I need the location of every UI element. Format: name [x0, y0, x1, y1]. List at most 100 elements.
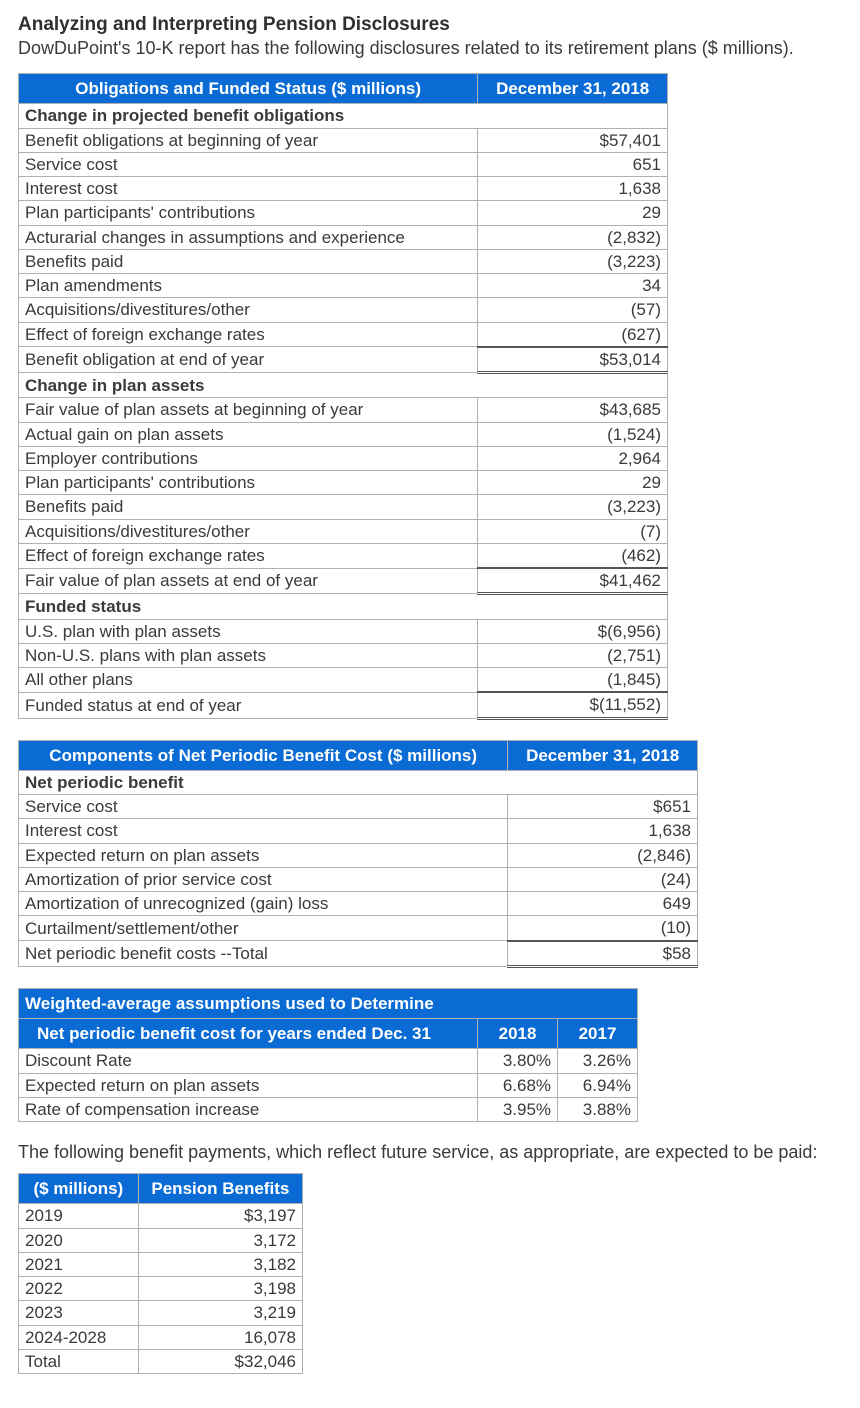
row-label: 2020	[19, 1228, 139, 1252]
row-value: 16,078	[138, 1325, 302, 1349]
table-row: 2022 3,198	[19, 1277, 303, 1301]
row-label: U.S. plan with plan assets	[19, 619, 478, 643]
note-text: The following benefit payments, which re…	[18, 1142, 842, 1163]
row-label: Acturarial changes in assumptions and ex…	[19, 225, 478, 249]
total-row: Net periodic benefit costs --Total $58	[19, 941, 698, 967]
row-value: 649	[508, 892, 698, 916]
row-value: $53,014	[478, 347, 668, 373]
row-value: (2,751)	[478, 643, 668, 667]
table-row: Acturarial changes in assumptions and ex…	[19, 225, 668, 249]
row-value: 1,638	[508, 819, 698, 843]
row-label: 2023	[19, 1301, 139, 1325]
section-header: Funded status	[19, 594, 668, 619]
row-value: $41,462	[478, 568, 668, 594]
row-value-2018: 3.80%	[478, 1049, 558, 1073]
table-row: 2019 $3,197	[19, 1204, 303, 1228]
table-row: Benefits paid (3,223)	[19, 495, 668, 519]
row-value: 651	[478, 152, 668, 176]
table-obligations-funded-status: Obligations and Funded Status ($ million…	[18, 73, 668, 720]
table-row: Acquisitions/divestitures/other (7)	[19, 519, 668, 543]
row-label: Amortization of prior service cost	[19, 867, 508, 891]
row-value-2017: 3.88%	[558, 1097, 638, 1121]
table-row: Fair value of plan assets at beginning o…	[19, 398, 668, 422]
row-value-2017: 3.26%	[558, 1049, 638, 1073]
table-header-row: ($ millions) Pension Benefits	[19, 1174, 303, 1204]
row-value: $(11,552)	[478, 692, 668, 718]
row-value: $57,401	[478, 128, 668, 152]
row-value: (7)	[478, 519, 668, 543]
header-cell: Obligations and Funded Status ($ million…	[19, 74, 478, 104]
row-value: (1,524)	[478, 422, 668, 446]
table-net-periodic-benefit-cost: Components of Net Periodic Benefit Cost …	[18, 740, 698, 968]
row-label: Benefits paid	[19, 495, 478, 519]
row-value: $(6,956)	[478, 619, 668, 643]
header-cell: Weighted-average assumptions used to Det…	[19, 988, 638, 1018]
row-label: Service cost	[19, 795, 508, 819]
table-row: Benefit obligations at beginning of year…	[19, 128, 668, 152]
row-value-2018: 6.68%	[478, 1073, 558, 1097]
row-label: Amortization of unrecognized (gain) loss	[19, 892, 508, 916]
table-row: Acquisitions/divestitures/other (57)	[19, 298, 668, 322]
row-label: Plan amendments	[19, 274, 478, 298]
header-cell: Components of Net Periodic Benefit Cost …	[19, 740, 508, 770]
row-label: Actual gain on plan assets	[19, 422, 478, 446]
table-row: Curtailment/settlement/other (10)	[19, 916, 698, 941]
section-header: Change in projected benefit obligations	[19, 104, 668, 128]
table-row: Discount Rate 3.80% 3.26%	[19, 1049, 638, 1073]
row-value-2018: 3.95%	[478, 1097, 558, 1121]
row-value-2017: 6.94%	[558, 1073, 638, 1097]
row-value: 29	[478, 201, 668, 225]
row-label: Curtailment/settlement/other	[19, 916, 508, 941]
table-row: Effect of foreign exchange rates (462)	[19, 543, 668, 568]
section-header: Change in plan assets	[19, 373, 668, 398]
table-row: Amortization of unrecognized (gain) loss…	[19, 892, 698, 916]
table-weighted-avg-assumptions: Weighted-average assumptions used to Det…	[18, 988, 638, 1122]
row-value: (2,846)	[508, 843, 698, 867]
table-row: 2023 3,219	[19, 1301, 303, 1325]
table-header-row: Net periodic benefit cost for years ende…	[19, 1019, 638, 1049]
row-label: All other plans	[19, 668, 478, 693]
row-label: Effect of foreign exchange rates	[19, 322, 478, 347]
table-row: Plan participants' contributions 29	[19, 471, 668, 495]
total-row: Funded status at end of year $(11,552)	[19, 692, 668, 718]
table-row: Service cost 651	[19, 152, 668, 176]
row-value: 2,964	[478, 446, 668, 470]
row-value: 3,182	[138, 1252, 302, 1276]
header-cell: ($ millions)	[19, 1174, 139, 1204]
table-row: Benefits paid (3,223)	[19, 249, 668, 273]
row-value: $58	[508, 941, 698, 967]
table-row: Rate of compensation increase 3.95% 3.88…	[19, 1097, 638, 1121]
header-cell: 2017	[558, 1019, 638, 1049]
table-row: Plan amendments 34	[19, 274, 668, 298]
page-title: Analyzing and Interpreting Pension Discl…	[18, 14, 842, 36]
table-row: All other plans (1,845)	[19, 668, 668, 693]
row-value: (57)	[478, 298, 668, 322]
row-value: $3,197	[138, 1204, 302, 1228]
header-cell: Net periodic benefit cost for years ende…	[19, 1019, 478, 1049]
row-value: (627)	[478, 322, 668, 347]
row-label: 2021	[19, 1252, 139, 1276]
row-label: Plan participants' contributions	[19, 201, 478, 225]
row-value: 3,172	[138, 1228, 302, 1252]
header-cell: Pension Benefits	[138, 1174, 302, 1204]
row-value: 1,638	[478, 177, 668, 201]
table-row: Non-U.S. plans with plan assets (2,751)	[19, 643, 668, 667]
intro-text: DowDuPoint's 10-K report has the followi…	[18, 38, 842, 59]
table-row: Expected return on plan assets 6.68% 6.9…	[19, 1073, 638, 1097]
table-row: 2024-2028 16,078	[19, 1325, 303, 1349]
row-value: $32,046	[138, 1349, 302, 1373]
table-row: Amortization of prior service cost (24)	[19, 867, 698, 891]
subtotal-row: Fair value of plan assets at end of year…	[19, 568, 668, 594]
section-label: Change in projected benefit obligations	[19, 104, 668, 128]
row-label: Benefit obligation at end of year	[19, 347, 478, 373]
row-value: (462)	[478, 543, 668, 568]
subtotal-row: Benefit obligation at end of year $53,01…	[19, 347, 668, 373]
row-value: (24)	[508, 867, 698, 891]
row-value: 3,219	[138, 1301, 302, 1325]
table-row: Interest cost 1,638	[19, 819, 698, 843]
row-label: 2022	[19, 1277, 139, 1301]
row-label: Expected return on plan assets	[19, 843, 508, 867]
header-cell: 2018	[478, 1019, 558, 1049]
row-label: 2019	[19, 1204, 139, 1228]
table-row: U.S. plan with plan assets $(6,956)	[19, 619, 668, 643]
